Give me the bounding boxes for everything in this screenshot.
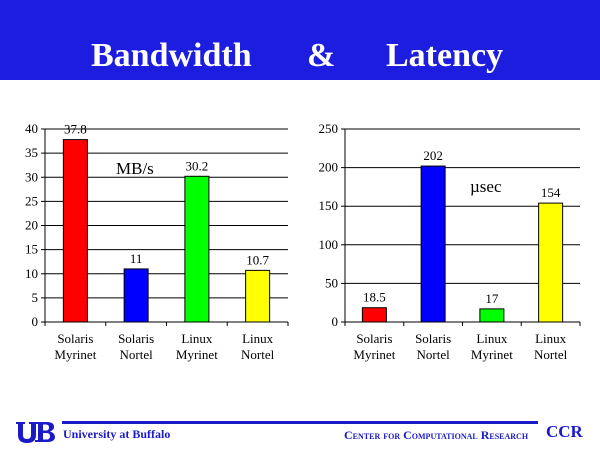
category-label: Linux bbox=[242, 331, 274, 346]
center-name: Center for Computational Research bbox=[344, 428, 529, 442]
y-tick-label: 25 bbox=[25, 193, 38, 208]
bar-value-label: 17 bbox=[485, 291, 499, 306]
title-bandwidth: Bandwidth bbox=[91, 37, 252, 74]
latency-chart: 05010015020025018.5SolarisMyrinet202Sola… bbox=[319, 121, 581, 362]
bar-value-label: 11 bbox=[130, 251, 143, 266]
y-tick-label: 100 bbox=[319, 237, 339, 252]
bar-value-label: 10.7 bbox=[246, 252, 269, 267]
bar-value-label: 30.2 bbox=[186, 158, 209, 173]
category-label: Solaris bbox=[415, 331, 451, 346]
bar-value-label: 18.5 bbox=[363, 290, 386, 305]
footer-rule bbox=[62, 421, 538, 424]
y-tick-label: 30 bbox=[25, 169, 38, 184]
bar bbox=[538, 202, 564, 323]
category-label: Linux bbox=[476, 331, 508, 346]
y-tick-label: 10 bbox=[25, 266, 38, 281]
y-tick-label: 0 bbox=[32, 314, 39, 329]
category-label: Nortel bbox=[534, 347, 568, 362]
category-label: Solaris bbox=[57, 331, 93, 346]
usec-unit-label: µsec bbox=[470, 177, 502, 196]
bar bbox=[62, 139, 88, 323]
title-latency: Latency bbox=[386, 37, 504, 74]
category-label: Nortel bbox=[120, 347, 154, 362]
y-tick-label: 40 bbox=[25, 121, 38, 136]
category-label: Nortel bbox=[241, 347, 275, 362]
bar-value-label: 37.8 bbox=[64, 122, 87, 137]
ub-logo-icon bbox=[16, 422, 55, 443]
category-label: Solaris bbox=[118, 331, 154, 346]
bar bbox=[184, 175, 210, 323]
category-label: Linux bbox=[181, 331, 213, 346]
bar-value-label: 202 bbox=[423, 148, 443, 163]
y-tick-label: 150 bbox=[319, 198, 339, 213]
title-bar bbox=[0, 0, 600, 80]
bar bbox=[420, 165, 446, 323]
category-label: Nortel bbox=[417, 347, 451, 362]
bar bbox=[361, 307, 387, 323]
y-tick-label: 250 bbox=[319, 121, 339, 136]
category-label: Myrinet bbox=[176, 347, 218, 362]
bar bbox=[245, 269, 271, 323]
bar bbox=[123, 268, 149, 323]
y-tick-label: 200 bbox=[319, 160, 339, 175]
mbps-unit-label: MB/s bbox=[116, 159, 154, 178]
category-label: Solaris bbox=[356, 331, 392, 346]
y-tick-label: 5 bbox=[32, 290, 39, 305]
y-tick-label: 15 bbox=[25, 242, 38, 257]
bar bbox=[479, 308, 505, 323]
title-ampersand: & bbox=[307, 37, 336, 74]
y-tick-label: 50 bbox=[325, 275, 338, 290]
y-tick-label: 0 bbox=[332, 314, 339, 329]
ccr-label: CCR bbox=[546, 422, 583, 441]
y-tick-label: 20 bbox=[25, 218, 38, 233]
category-label: Myrinet bbox=[471, 347, 513, 362]
category-label: Linux bbox=[535, 331, 567, 346]
category-label: Myrinet bbox=[54, 347, 96, 362]
category-label: Myrinet bbox=[353, 347, 395, 362]
y-tick-label: 35 bbox=[25, 145, 38, 160]
bar-value-label: 154 bbox=[541, 185, 561, 200]
university-name: University at Buffalo bbox=[63, 427, 171, 441]
